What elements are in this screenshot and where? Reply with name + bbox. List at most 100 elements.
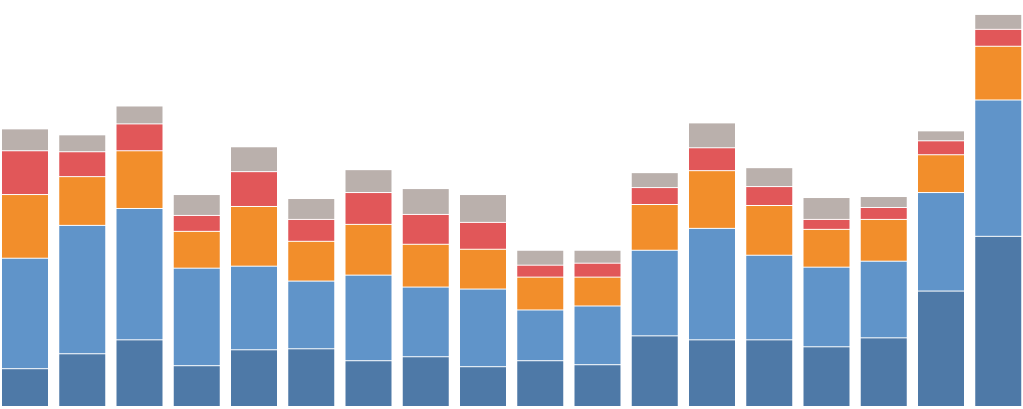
- bar-segment: [288, 349, 335, 406]
- bar-stack: [231, 147, 277, 406]
- bar-segment: [116, 340, 163, 406]
- bar-segment: [59, 152, 106, 177]
- bar-segment: [59, 177, 106, 225]
- bar-stack: [402, 189, 449, 406]
- bar-segment: [345, 275, 392, 361]
- bar-segment: [918, 291, 964, 406]
- bar-segment: [689, 228, 735, 340]
- bar-segment: [860, 207, 907, 219]
- bar-segment: [402, 244, 449, 287]
- bar-segment: [918, 193, 964, 291]
- bar-stack: [2, 129, 48, 406]
- bar-segment: [803, 229, 850, 267]
- bar-segment: [345, 170, 392, 193]
- bar-segment: [2, 369, 48, 406]
- bar-segment: [345, 224, 392, 275]
- bar-segment: [116, 124, 163, 151]
- bar-segment: [2, 151, 48, 195]
- bar-segment: [918, 141, 964, 155]
- bar-segment: [288, 219, 335, 241]
- bar-segment: [631, 204, 678, 250]
- bar-segment: [59, 354, 106, 406]
- bar-segment: [59, 135, 106, 152]
- bar-stack: [345, 170, 392, 406]
- bar-segment: [860, 219, 907, 261]
- bar-segment: [345, 193, 392, 224]
- bar-segment: [2, 258, 48, 369]
- bar-segment: [689, 148, 735, 171]
- bar-stack: [918, 131, 964, 406]
- bar-stack: [975, 14, 1022, 406]
- bar-segment: [689, 123, 735, 148]
- bar-segment: [517, 310, 564, 361]
- bar-segment: [517, 277, 564, 310]
- bar-segment: [574, 306, 621, 365]
- bar-segment: [231, 266, 277, 350]
- bar-segment: [460, 367, 506, 406]
- bar-segment: [231, 206, 277, 266]
- bar-segment: [918, 131, 964, 141]
- bar-stack: [631, 173, 678, 406]
- bar-segment: [288, 199, 335, 219]
- bar-stack: [517, 250, 564, 406]
- bar-segment: [116, 208, 163, 340]
- bar-segment: [402, 189, 449, 214]
- bar-segment: [689, 171, 735, 228]
- bar-segment: [402, 357, 449, 406]
- bar-segment: [803, 219, 850, 229]
- bar-segment: [231, 147, 277, 172]
- bar-segment: [975, 236, 1022, 406]
- bar-segment: [631, 336, 678, 406]
- bar-segment: [231, 172, 277, 206]
- bar-segment: [345, 361, 392, 406]
- bar-stack: [689, 123, 735, 406]
- bar-segment: [574, 263, 621, 277]
- bar-segment: [2, 195, 48, 258]
- bar-stack: [116, 106, 163, 406]
- bar-segment: [460, 249, 506, 289]
- bar-stack: [746, 168, 793, 406]
- bar-segment: [975, 100, 1022, 236]
- bar-segment: [173, 231, 220, 268]
- bar-segment: [746, 340, 793, 406]
- bar-segment: [689, 340, 735, 406]
- bar-segment: [746, 255, 793, 340]
- bar-segment: [59, 225, 106, 354]
- bar-segment: [116, 151, 163, 208]
- bar-segment: [631, 250, 678, 336]
- bar-segment: [517, 361, 564, 406]
- bar-stack: [574, 250, 621, 406]
- bar-stack: [460, 195, 506, 406]
- bar-segment: [803, 347, 850, 406]
- bar-segment: [460, 289, 506, 367]
- bar-segment: [574, 365, 621, 406]
- bar-segment: [231, 350, 277, 406]
- bar-segment: [918, 155, 964, 193]
- bar-group: [2, 14, 1022, 406]
- bar-segment: [860, 338, 907, 406]
- bar-segment: [116, 106, 163, 124]
- bar-segment: [173, 366, 220, 406]
- bar-segment: [288, 241, 335, 281]
- bar-stack: [59, 135, 106, 406]
- bar-segment: [402, 214, 449, 244]
- bar-segment: [517, 265, 564, 277]
- bar-segment: [173, 195, 220, 215]
- bar-stack: [803, 198, 850, 406]
- bar-segment: [517, 250, 564, 265]
- bar-segment: [860, 261, 907, 338]
- bar-segment: [2, 129, 48, 151]
- bar-segment: [975, 14, 1022, 29]
- bar-stack: [288, 199, 335, 406]
- bar-segment: [975, 29, 1022, 46]
- bar-segment: [288, 281, 335, 349]
- bar-segment: [803, 267, 850, 347]
- bar-segment: [574, 250, 621, 263]
- bar-segment: [631, 173, 678, 188]
- bar-segment: [631, 188, 678, 204]
- bar-segment: [460, 222, 506, 249]
- bar-segment: [746, 205, 793, 255]
- bar-segment: [803, 198, 850, 219]
- bar-segment: [173, 215, 220, 231]
